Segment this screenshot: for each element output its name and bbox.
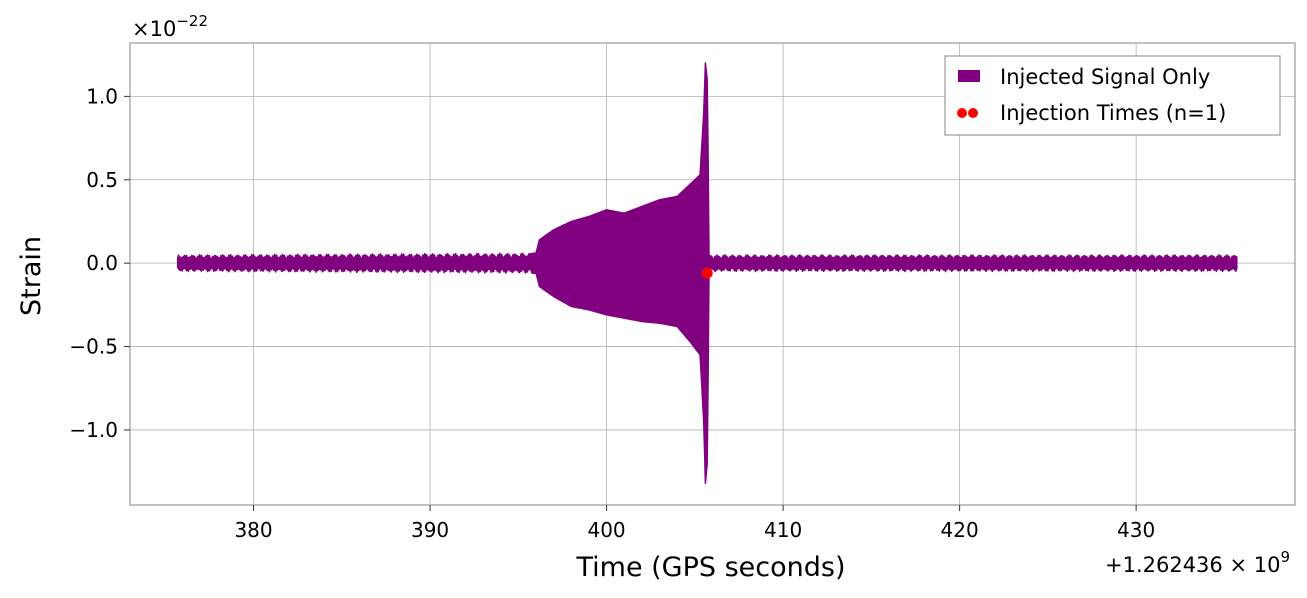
x-offset-label: +1.262436 × 109 <box>1105 548 1290 577</box>
y-tick-label: 1.0 <box>86 84 118 108</box>
x-tick-label: 410 <box>764 518 802 542</box>
axes-frame <box>129 42 1296 506</box>
y-axis-label: Strain <box>16 236 47 316</box>
injection-time-marker <box>701 267 713 279</box>
legend-frame <box>944 55 1281 136</box>
legend: Injected Signal Only Injection Times (n=… <box>944 55 1281 136</box>
y-tick-label: 0.0 <box>86 251 118 275</box>
y-tick-label: 0.5 <box>86 168 118 192</box>
y-scale-multiplier: ×10−22 <box>132 12 208 41</box>
x-tick-label: 430 <box>1117 518 1155 542</box>
x-tick-label: 390 <box>411 518 449 542</box>
legend-label-signal: Injected Signal Only <box>1000 65 1210 89</box>
legend-label-injection: Injection Times (n=1) <box>1000 101 1226 125</box>
x-tick-label: 420 <box>941 518 979 542</box>
y-tick-label: −0.5 <box>69 335 118 359</box>
axis-ticks: 380 390 400 410 420 430 1.0 0.5 0.0 −0.5 −1.0 <box>69 84 1155 542</box>
x-axis-label: Time (GPS seconds) <box>575 552 845 583</box>
legend-swatch-signal <box>958 70 980 82</box>
legend-marker-injection-2 <box>968 108 978 118</box>
x-tick-label: 380 <box>234 518 272 542</box>
legend-marker-injection-1 <box>957 108 967 118</box>
plot-area <box>176 62 1238 485</box>
x-tick-label: 400 <box>587 518 625 542</box>
y-tick-label: −1.0 <box>69 418 118 442</box>
